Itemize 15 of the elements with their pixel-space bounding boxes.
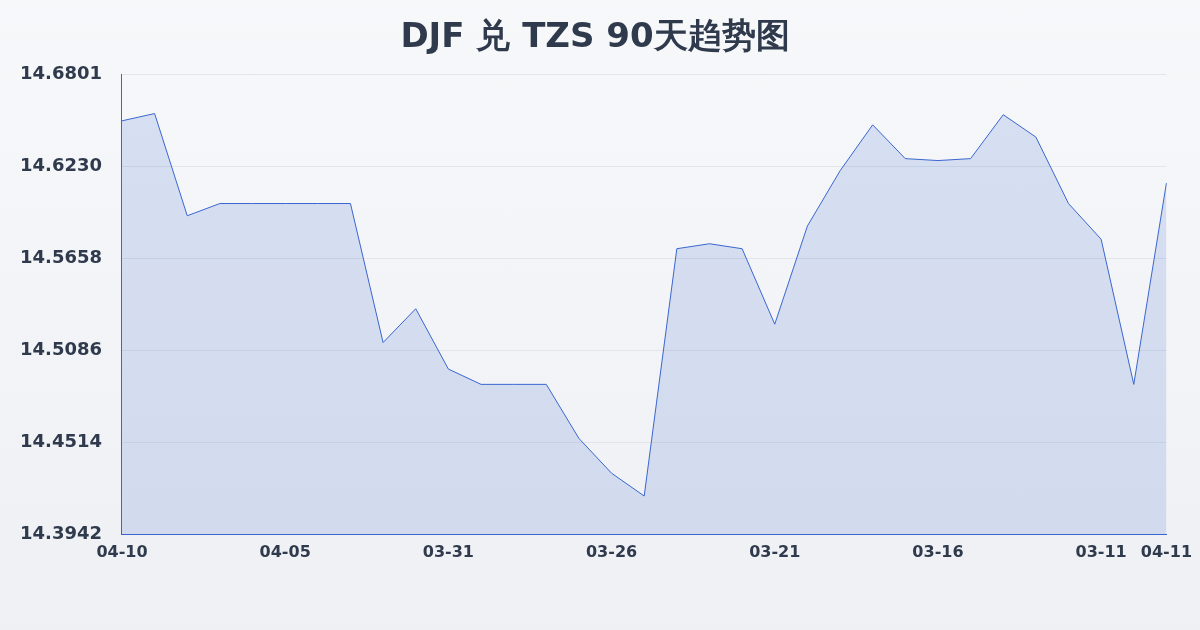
x-tick-label: 03-26	[585, 541, 638, 561]
x-tick-label: 04-10	[96, 541, 148, 561]
y-tick-label: 14.4514	[20, 430, 102, 452]
x-tick-label: 04-11	[1140, 541, 1192, 561]
y-tick-label: 14.6230	[20, 154, 102, 176]
x-tick-label: 03-11	[1075, 541, 1127, 561]
x-tick-label: 04-05	[259, 541, 311, 561]
chart-title: DJF 兑 TZS 90天趋势图	[400, 15, 790, 56]
y-tick-label: 14.5086	[20, 338, 102, 360]
y-tick-label: 14.6801	[20, 62, 102, 84]
x-tick-label: 03-31	[422, 541, 474, 561]
x-tick-label: 03-21	[749, 541, 801, 561]
y-tick-label: 14.3942	[20, 522, 102, 544]
x-tick-label: 03-16	[912, 541, 964, 561]
y-tick-label: 14.5658	[20, 246, 102, 268]
